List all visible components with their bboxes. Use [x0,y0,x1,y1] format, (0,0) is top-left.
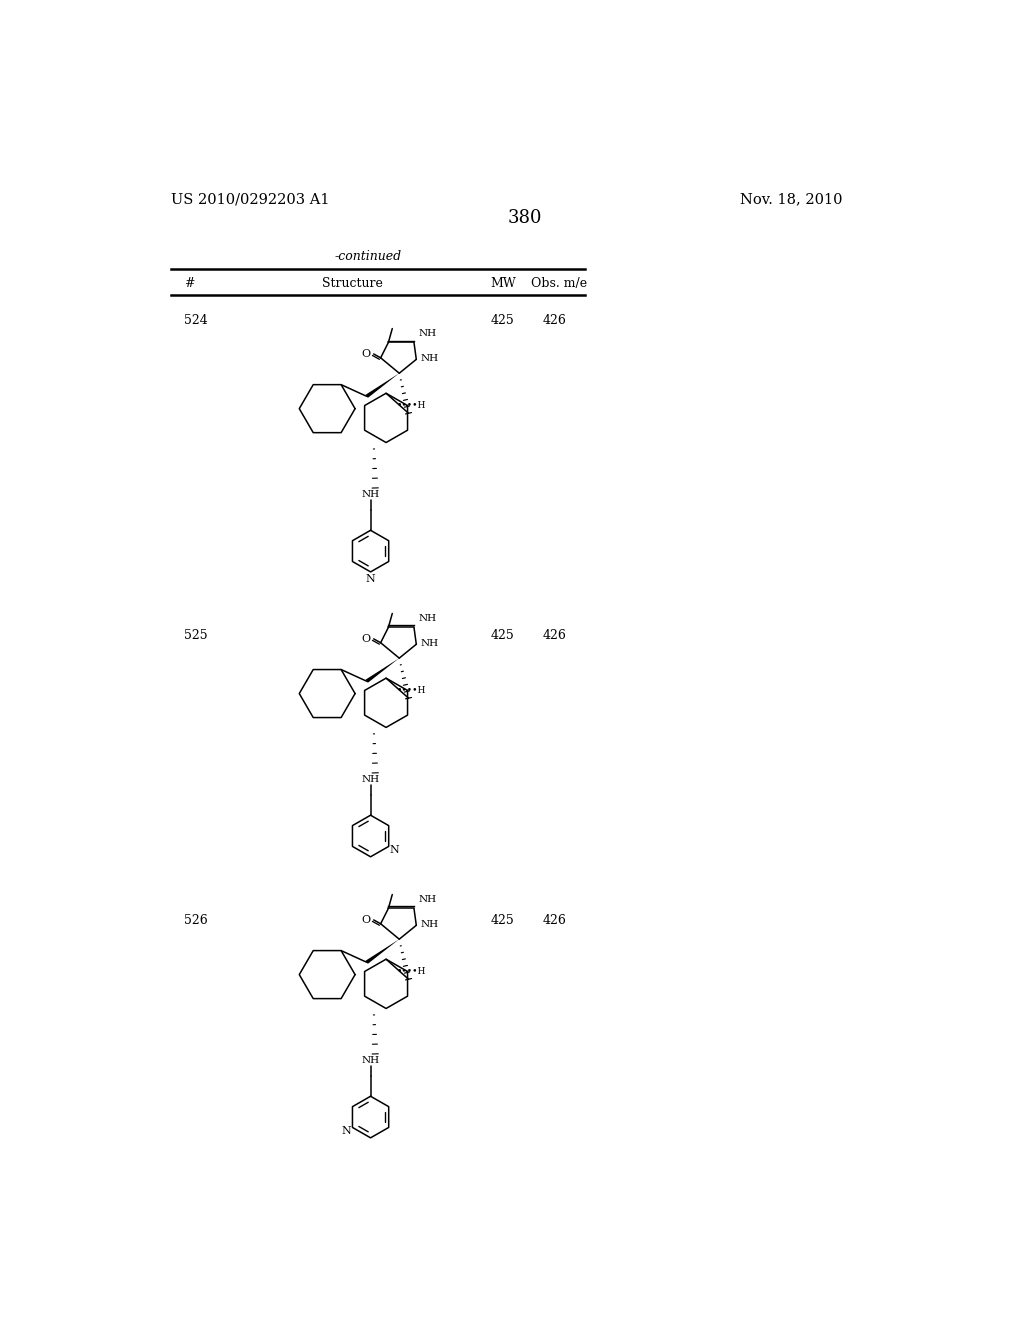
Text: 426: 426 [543,314,566,326]
Text: N: N [390,845,399,855]
Text: -continued: -continued [335,251,401,264]
Text: 425: 425 [490,630,514,643]
Text: NH: NH [420,639,438,648]
Text: NH: NH [419,895,437,904]
Text: O: O [361,915,371,925]
Text: O: O [361,634,371,644]
Text: N: N [366,574,376,583]
Text: #: # [183,277,195,289]
Text: Structure: Structure [323,277,383,289]
Text: NH: NH [420,920,438,929]
Text: Nov. 18, 2010: Nov. 18, 2010 [740,193,843,206]
Polygon shape [366,940,399,964]
Text: 425: 425 [490,915,514,927]
Text: NH: NH [419,614,437,623]
Text: O: O [361,348,371,359]
Text: NH: NH [420,354,438,363]
Text: 524: 524 [183,314,208,326]
Text: 426: 426 [543,630,566,643]
Text: NH: NH [419,329,437,338]
Text: N: N [342,1126,351,1137]
Text: NH: NH [361,1056,380,1065]
Text: 526: 526 [183,915,208,927]
Text: MW: MW [490,277,516,289]
Text: ••••H: ••••H [397,686,426,694]
Text: ••••H: ••••H [397,968,426,975]
Polygon shape [366,659,399,682]
Text: NH: NH [361,491,380,499]
Text: 525: 525 [183,630,208,643]
Polygon shape [366,374,399,397]
Text: NH: NH [361,775,380,784]
Text: Obs. m/e: Obs. m/e [531,277,587,289]
Text: 426: 426 [543,915,566,927]
Text: ••••H: ••••H [397,401,426,411]
Text: 380: 380 [508,209,542,227]
Text: 425: 425 [490,314,514,326]
Text: US 2010/0292203 A1: US 2010/0292203 A1 [171,193,329,206]
